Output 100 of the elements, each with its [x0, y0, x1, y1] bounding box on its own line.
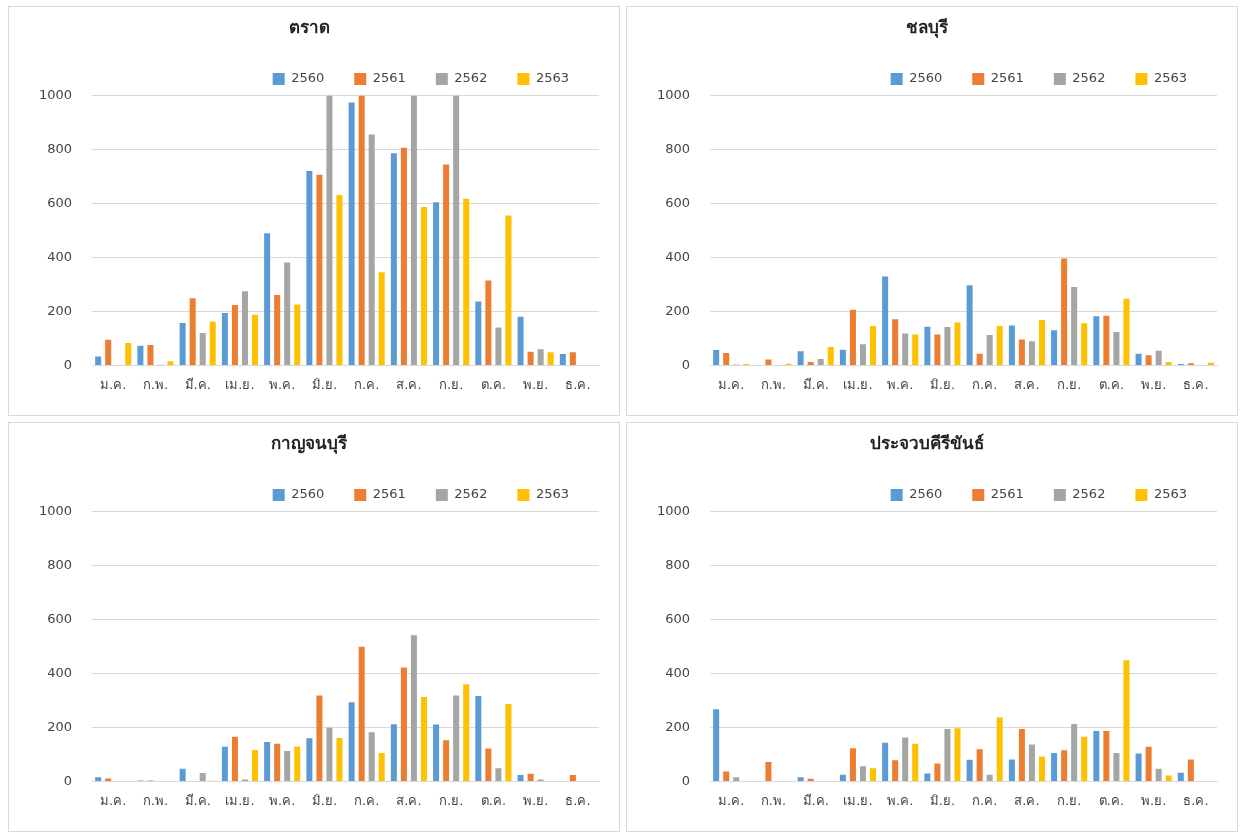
bar [537, 349, 544, 365]
x-tick-label: มิ.ย. [311, 376, 338, 392]
y-tick-label: 800 [665, 140, 691, 156]
bar [336, 737, 343, 781]
bar [505, 215, 512, 365]
bar [817, 358, 824, 365]
bar [179, 323, 186, 365]
legend-label: 2562 [1072, 486, 1106, 502]
bar [902, 737, 909, 781]
bar [251, 314, 258, 365]
bar [125, 342, 132, 365]
x-tick-label: มี.ค. [802, 792, 829, 808]
y-tick-label: 600 [47, 194, 73, 210]
bar [316, 695, 323, 781]
bar [713, 709, 720, 781]
bar [231, 304, 238, 365]
bar [807, 361, 814, 365]
x-tick-label: ต.ค. [1098, 376, 1125, 392]
bar [95, 777, 102, 781]
bar [1038, 320, 1045, 365]
x-tick-label: ม.ค. [718, 376, 745, 392]
bar [209, 321, 216, 365]
bar [433, 724, 440, 781]
bar [251, 750, 258, 781]
bar [231, 736, 238, 781]
x-tick-label: ก.พ. [142, 376, 169, 392]
bar [294, 304, 301, 365]
y-tick-label: 200 [665, 302, 691, 318]
bar [859, 344, 866, 365]
bar [986, 774, 993, 781]
bar [559, 354, 566, 365]
bar [358, 646, 365, 781]
bar [1051, 330, 1058, 365]
bar [294, 746, 301, 781]
bar [1051, 753, 1058, 781]
y-tick-label: 200 [665, 718, 691, 734]
bar [1113, 331, 1120, 365]
bar [1081, 736, 1088, 781]
bar [378, 753, 385, 781]
bar [1028, 341, 1035, 365]
bar [390, 153, 397, 365]
x-tick-label: เม.ย. [225, 792, 255, 808]
x-tick-label: ก.พ. [760, 792, 787, 808]
bar [495, 768, 502, 781]
bar [358, 95, 365, 365]
bar [326, 95, 333, 365]
bar [1135, 353, 1142, 365]
bar [95, 356, 102, 365]
y-tick-label: 1000 [38, 86, 73, 102]
y-tick-label: 600 [665, 194, 691, 210]
bar [996, 717, 1003, 781]
bar [274, 294, 281, 365]
y-tick-label: 0 [63, 772, 73, 788]
bar [348, 102, 355, 365]
bar [934, 334, 941, 365]
legend-label: 2561 [372, 70, 406, 86]
bar [137, 345, 144, 365]
y-tick-label: 1000 [656, 86, 691, 102]
bar [527, 773, 534, 781]
bar [517, 774, 524, 781]
bar [1008, 759, 1015, 781]
legend-label: 2560 [909, 70, 943, 86]
bar [475, 301, 482, 365]
bar [1071, 723, 1078, 781]
bar [378, 272, 385, 365]
x-tick-label: ต.ค. [1098, 792, 1125, 808]
bar [1093, 316, 1100, 365]
legend-label: 2560 [291, 70, 325, 86]
bar [1135, 753, 1142, 781]
bar [1103, 730, 1110, 781]
legend-label: 2562 [454, 486, 488, 502]
y-tick-label: 800 [47, 556, 73, 572]
x-tick-label: ส.ค. [396, 792, 422, 808]
bar [1165, 775, 1172, 781]
bar [443, 164, 450, 365]
legend-label: 2561 [372, 486, 406, 502]
bar [368, 732, 375, 781]
x-tick-label: ส.ค. [396, 376, 422, 392]
bar [1123, 660, 1130, 781]
bar [713, 350, 720, 365]
bar [189, 298, 196, 365]
bar [807, 778, 814, 781]
bar [547, 352, 554, 365]
bar [485, 748, 492, 781]
bar [241, 291, 248, 365]
bar [368, 134, 375, 365]
bar [264, 741, 271, 781]
x-tick-label: พ.ย. [523, 792, 549, 808]
x-tick-label: ม.ค. [718, 792, 745, 808]
bar [912, 334, 919, 365]
bar [912, 743, 919, 781]
bar [105, 339, 112, 365]
bar [954, 728, 961, 781]
bar [882, 276, 889, 365]
x-tick-label: เม.ย. [225, 376, 255, 392]
x-tick-label: พ.ย. [1141, 792, 1167, 808]
x-tick-label: มิ.ย. [929, 792, 956, 808]
bar [1113, 753, 1120, 781]
bar [390, 724, 397, 781]
bar [569, 352, 576, 365]
